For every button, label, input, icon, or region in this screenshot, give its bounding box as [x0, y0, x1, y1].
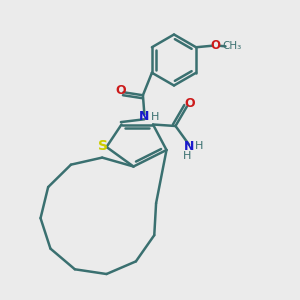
Text: O: O	[184, 97, 195, 110]
Text: H: H	[194, 141, 203, 151]
Text: S: S	[98, 139, 108, 152]
Text: N: N	[139, 110, 150, 123]
Text: H: H	[151, 112, 159, 122]
Text: O: O	[115, 84, 126, 97]
Text: N: N	[184, 140, 194, 153]
Text: CH₃: CH₃	[223, 41, 242, 51]
Text: H: H	[182, 151, 191, 161]
Text: O: O	[211, 39, 220, 52]
